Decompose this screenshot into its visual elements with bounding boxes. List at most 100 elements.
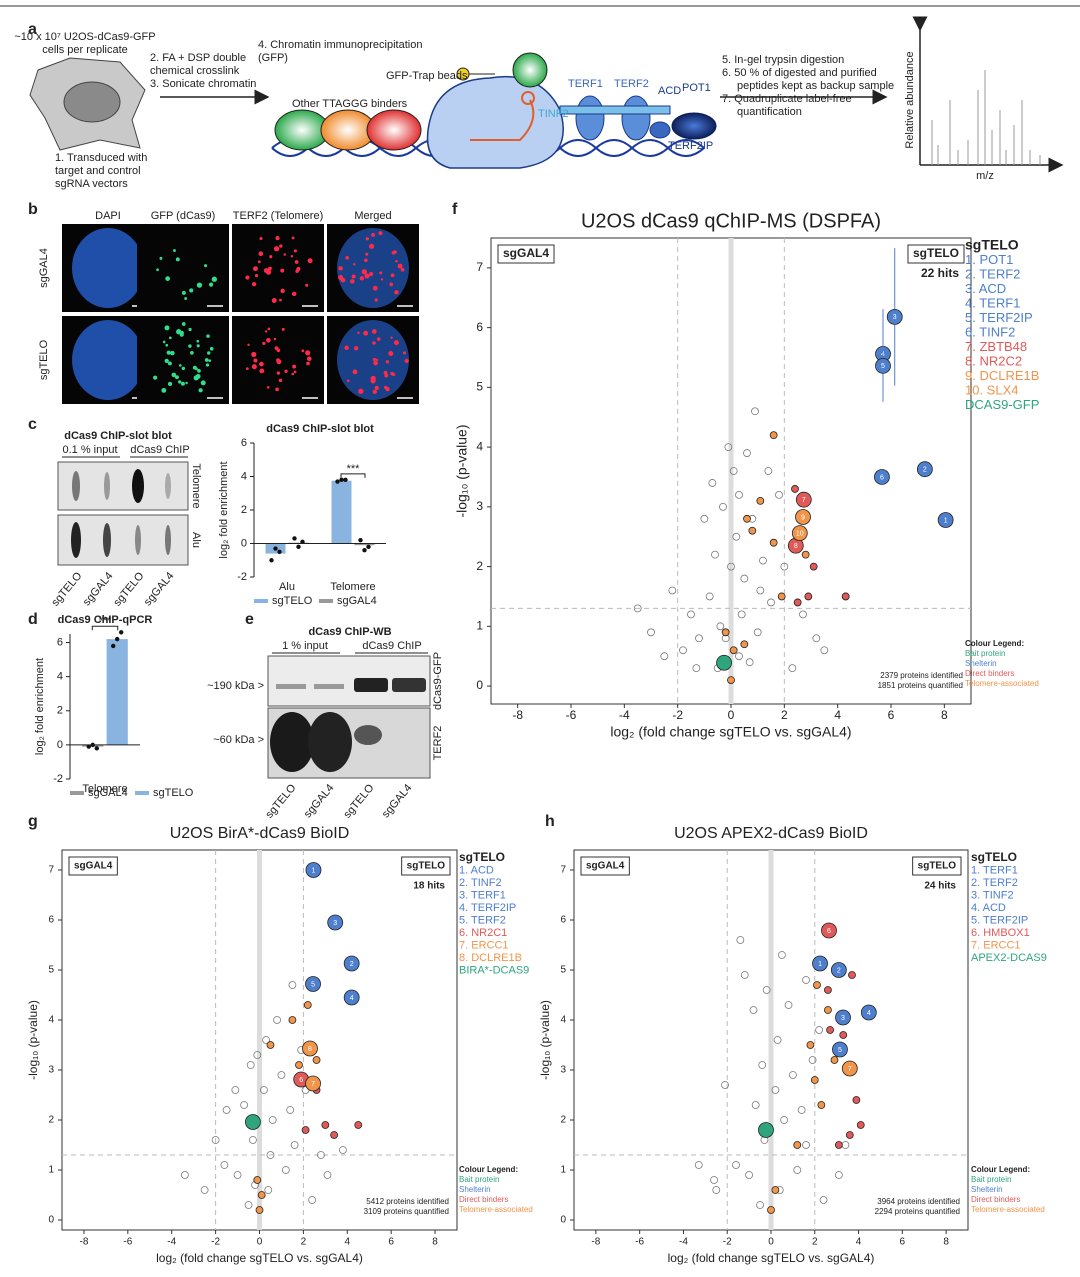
focus	[196, 339, 200, 343]
condition-box	[401, 856, 451, 876]
hit-point	[727, 676, 735, 685]
focus	[391, 373, 395, 376]
focus	[364, 273, 370, 279]
axis-label: Relative abundance	[904, 51, 916, 148]
condition-box-label: sgGAL4	[503, 246, 549, 260]
x-tick-label: 0	[728, 708, 735, 722]
annotation: quantification	[737, 106, 802, 118]
y-tick-label: 3	[476, 499, 483, 513]
protein-point	[751, 1101, 760, 1109]
hit-point	[303, 1001, 312, 1009]
y-tick-label: 7	[476, 260, 483, 274]
focus	[374, 298, 378, 302]
lane-label: sgTELO	[49, 570, 84, 609]
protein-label: POT1	[682, 82, 711, 94]
replicate-dot	[300, 539, 305, 545]
annotation: 6. 50 % of digested and purified	[722, 67, 877, 79]
protein-point	[231, 1086, 240, 1094]
row-label: dCas9-GFP	[432, 652, 444, 710]
protein-point	[775, 490, 783, 499]
colour-legend-item: Bait protein	[459, 1175, 499, 1184]
focus	[263, 268, 269, 273]
focus	[279, 298, 282, 302]
colour-legend-item: Telomere-associated	[971, 1205, 1045, 1214]
hit-point	[327, 914, 344, 931]
lane-label: sgTELO	[341, 782, 376, 821]
row-label: sgTELO	[38, 339, 50, 380]
focus	[390, 336, 393, 339]
protein-point	[253, 1051, 262, 1059]
protein-point	[694, 1161, 703, 1169]
x-tick-label: -8	[591, 1237, 600, 1248]
focus	[197, 369, 201, 373]
colour-legend-item: Direct binders	[971, 1195, 1020, 1204]
protein-point	[788, 1071, 797, 1079]
point-label: 1	[312, 867, 316, 874]
nucleus	[63, 81, 121, 123]
hit-count: 22 hits	[921, 266, 959, 280]
point-label: 7	[311, 1081, 315, 1088]
x-tick-label: -2	[211, 1237, 220, 1248]
protein-point	[841, 1141, 850, 1149]
y-tick-label: 2	[57, 705, 63, 717]
hit-point	[748, 526, 757, 535]
annotation: peptides kept as backup sample	[737, 80, 894, 92]
hit-point	[830, 962, 847, 978]
hit-point	[743, 514, 751, 523]
focus	[281, 327, 285, 331]
protein-point	[262, 1036, 270, 1044]
focus	[247, 343, 250, 347]
annotation: 7. Quadruplicate label-free	[722, 93, 852, 105]
binder	[366, 109, 422, 151]
focus	[352, 369, 358, 375]
x-tick-label: 6	[900, 1237, 906, 1248]
micrographs	[62, 224, 419, 404]
terf2	[621, 95, 651, 141]
focus	[379, 271, 383, 275]
focus	[353, 346, 359, 351]
panel-label: d	[28, 611, 38, 628]
y-tick-label: 5	[48, 965, 54, 976]
protein-point	[767, 598, 775, 607]
protein-point	[647, 628, 655, 637]
protein-point	[735, 490, 743, 499]
hit-point	[793, 598, 802, 607]
y-tick-label: 3	[560, 1065, 566, 1076]
protein-point	[692, 664, 701, 673]
protein-point	[246, 1061, 255, 1069]
x-tick-label: 2	[301, 1237, 307, 1248]
hit-point	[916, 461, 933, 478]
panel-a-diagram	[29, 16, 1064, 173]
focus	[293, 370, 297, 374]
x-tick-label: -6	[566, 708, 577, 722]
hit-point	[791, 525, 808, 542]
protein-point	[264, 1186, 273, 1194]
size-label: ~60 kDa >	[213, 734, 264, 746]
condition-box	[580, 856, 630, 876]
chart-title: U2OS APEX2-dCas9 BioID	[674, 825, 868, 842]
replicate-dot	[362, 548, 367, 553]
annotation: GFP-Trap beads	[386, 70, 468, 82]
hit-point	[839, 1031, 848, 1039]
focus	[373, 360, 378, 366]
protein-point	[695, 634, 703, 643]
legend-item: 3. ACD	[965, 281, 1006, 296]
legend-item: 7. ERCC1	[459, 939, 509, 951]
protein-point	[799, 610, 807, 619]
protein-point	[259, 1086, 268, 1094]
y-tick-label: 4	[57, 671, 63, 683]
blot-bands	[71, 469, 171, 558]
protein-point	[815, 1026, 824, 1034]
y-tick-label: 5	[476, 380, 483, 394]
panel-label: f	[452, 201, 458, 218]
y-tick-label: 6	[241, 437, 247, 449]
focus	[293, 249, 297, 253]
point-label: 10	[796, 530, 804, 537]
protein-count: 2294 proteins quantified	[875, 1207, 960, 1216]
focus	[164, 325, 170, 331]
focus	[306, 361, 310, 366]
focus	[162, 340, 166, 344]
hit-point	[729, 646, 738, 655]
protein-point	[249, 1136, 257, 1144]
hit-point	[841, 1060, 858, 1077]
